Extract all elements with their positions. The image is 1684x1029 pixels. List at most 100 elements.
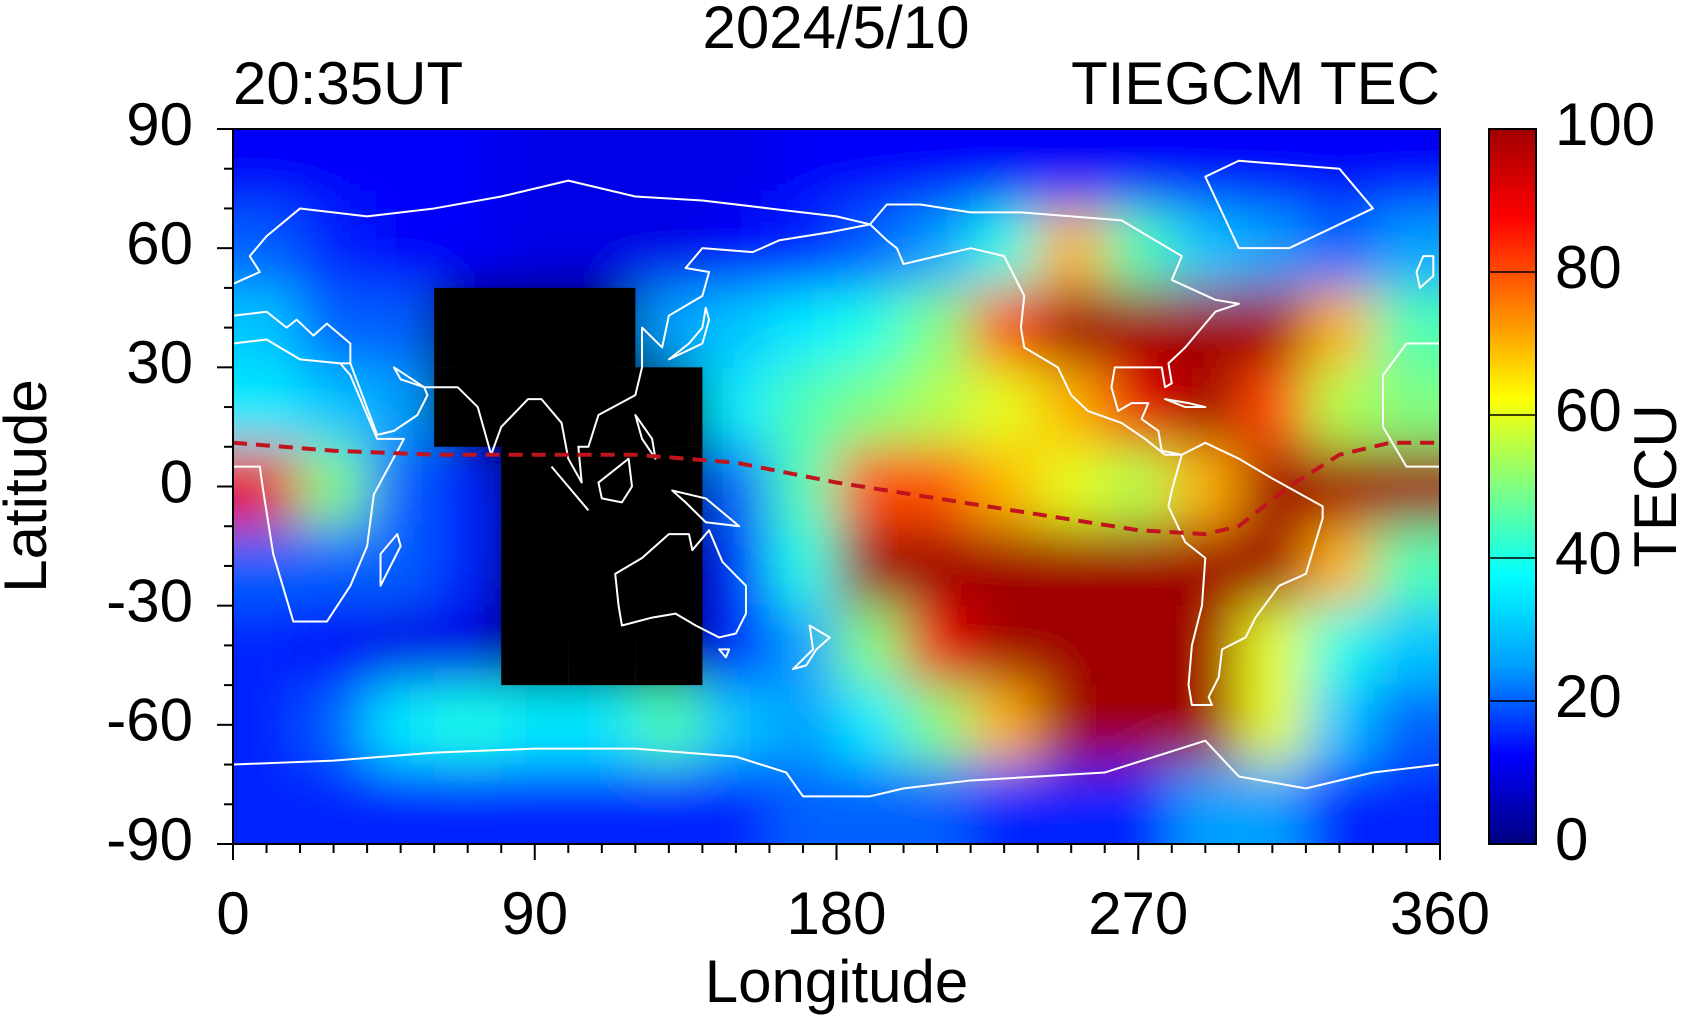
colorbar-tick-label: 0 <box>1555 806 1588 873</box>
tec-cell <box>1037 685 1106 766</box>
tec-cell <box>1171 764 1240 844</box>
tec-cell <box>970 526 1039 607</box>
tec-cell <box>501 764 569 844</box>
tec-cell <box>233 287 301 368</box>
colorbar-tick-label: 20 <box>1555 663 1622 730</box>
tec-cell <box>903 526 972 607</box>
x-axis-label: Longitude <box>705 948 969 1015</box>
tec-cell <box>702 685 770 766</box>
tec-cell <box>903 764 972 844</box>
tec-cell <box>233 526 301 607</box>
tec-cell <box>769 685 837 766</box>
tec-cell <box>635 764 703 844</box>
tec-cell <box>233 129 301 209</box>
tec-cell <box>836 446 905 527</box>
x-tick-label: 0 <box>216 880 249 947</box>
y-tick-label: -60 <box>106 687 193 754</box>
tec-cell <box>836 526 905 607</box>
tec-cell <box>1104 208 1173 289</box>
colorbar-tick-label: 100 <box>1555 91 1655 158</box>
tec-cell <box>434 129 502 209</box>
tec-cell <box>1305 605 1374 686</box>
tec-cell <box>1104 526 1173 607</box>
tec-cell <box>903 208 972 289</box>
tec-cell <box>769 764 837 844</box>
tec-cell <box>233 605 301 686</box>
tec-cell <box>702 129 770 209</box>
tec-cell <box>1104 446 1173 527</box>
coastlines <box>233 161 1440 797</box>
y-axis-label: Latitude <box>0 379 59 593</box>
tec-cell <box>1305 287 1374 368</box>
tec-cell <box>836 208 905 289</box>
tec-cell <box>1238 446 1307 527</box>
tec-cell <box>970 764 1039 844</box>
tec-cell <box>501 208 569 289</box>
tec-cell <box>367 764 435 844</box>
tec-cell <box>1104 764 1173 844</box>
tec-cell <box>434 605 502 686</box>
tec-cell <box>769 367 837 448</box>
tec-cell <box>1238 287 1307 368</box>
tec-cell <box>1372 287 1440 368</box>
tec-cell <box>970 129 1039 209</box>
night-cell <box>434 367 502 447</box>
britain <box>1417 256 1434 288</box>
africa <box>233 340 1440 622</box>
tec-cell <box>769 208 837 289</box>
tec-cell <box>1305 446 1374 527</box>
x-tick-label: 360 <box>1390 880 1490 947</box>
tec-cell <box>702 764 770 844</box>
tec-cell <box>367 129 435 209</box>
night-cell <box>568 287 636 368</box>
night-cell <box>568 446 636 527</box>
tec-cell <box>1037 208 1106 289</box>
tec-cell <box>1171 685 1240 766</box>
night-cell <box>568 526 636 606</box>
tec-cell <box>1037 526 1106 607</box>
tec-cell <box>970 685 1039 766</box>
tec-cell <box>635 129 703 209</box>
tec-cell <box>903 446 972 527</box>
night-cell <box>635 605 703 686</box>
tec-cell <box>501 685 569 766</box>
tec-cell <box>1305 685 1374 766</box>
tec-cell <box>367 208 435 289</box>
tec-cell <box>1037 367 1106 448</box>
colorbar-tick-label: 60 <box>1555 377 1622 444</box>
tec-cell <box>836 287 905 368</box>
tec-cell <box>1037 446 1106 527</box>
tec-cell <box>1372 129 1440 209</box>
islands <box>381 415 740 586</box>
tec-cell <box>836 129 905 209</box>
tec-cell <box>300 526 368 607</box>
tec-cell <box>300 367 368 448</box>
night-cell <box>501 526 569 606</box>
tec-cell <box>1037 605 1106 686</box>
south-america <box>1168 443 1322 705</box>
subtitle-left: 20:35UT <box>233 50 463 117</box>
tec-cell <box>1238 685 1307 766</box>
tec-cell <box>702 367 770 448</box>
tec-cell <box>1238 605 1307 686</box>
tec-cell <box>836 764 905 844</box>
tec-cell <box>970 367 1039 448</box>
tec-cell <box>300 208 368 289</box>
tec-cell <box>1372 526 1440 607</box>
tec-cell <box>568 685 636 766</box>
tec-cell <box>233 764 301 844</box>
night-mask <box>434 287 703 686</box>
tec-cell <box>1238 367 1307 448</box>
tec-cell <box>1037 764 1106 844</box>
tec-cell <box>1238 764 1307 844</box>
magnetic-equator <box>233 443 1440 534</box>
north-america <box>870 204 1239 454</box>
tec-cell <box>970 605 1039 686</box>
tec-cell <box>1171 446 1240 527</box>
tec-cell <box>233 208 301 289</box>
japan <box>669 308 709 360</box>
tec-cells <box>233 129 1440 844</box>
tec-cell <box>1037 287 1106 368</box>
eurasia <box>233 181 870 483</box>
greenland <box>1205 161 1373 248</box>
